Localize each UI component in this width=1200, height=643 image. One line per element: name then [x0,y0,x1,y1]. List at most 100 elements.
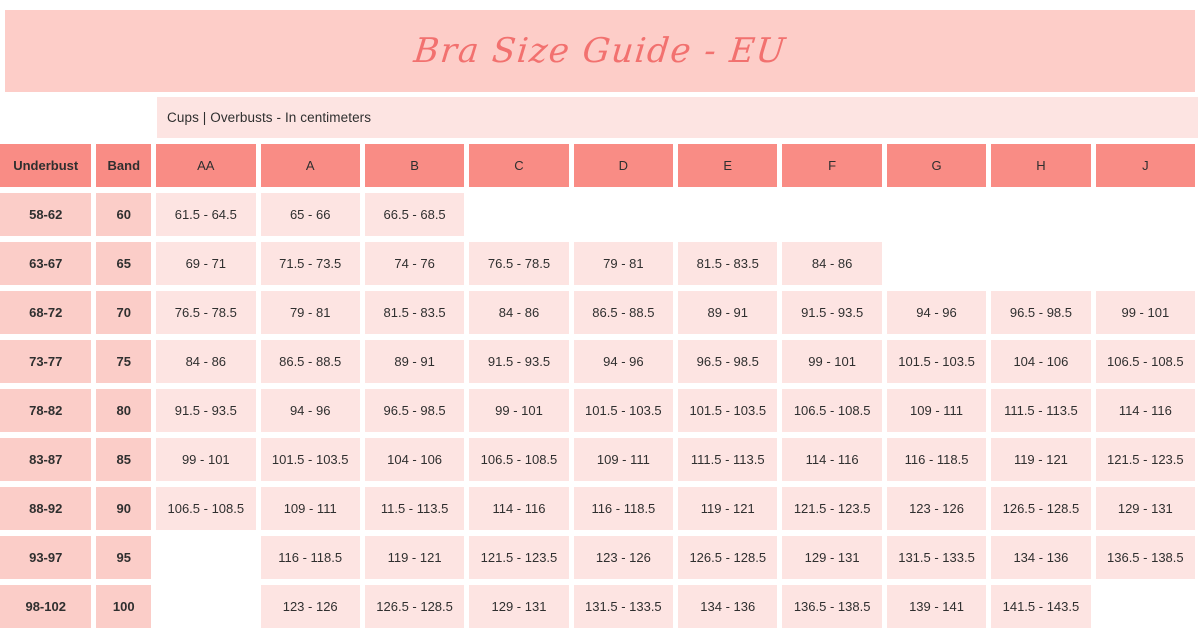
cell-overbust-f: 121.5 - 123.5 [782,487,882,530]
cell-underbust: 68-72 [0,291,92,334]
cell-overbust-g: 131.5 - 133.5 [886,536,987,579]
cell-overbust-a: 123 - 126 [260,585,360,628]
cell-overbust-aa: 61.5 - 64.5 [156,193,256,236]
cell-underbust: 83-87 [0,438,92,481]
cell-overbust-c: 129 - 131 [469,585,569,628]
cell-overbust-f: 114 - 116 [782,438,882,481]
cell-band: 80 [96,389,152,432]
cell-overbust-j: 129 - 131 [1095,487,1196,530]
cell-overbust-aa: 91.5 - 93.5 [156,389,256,432]
table-row: 78-82 80 91.5 - 93.5 94 - 96 96.5 - 98.5 99 -… [0,389,1200,432]
header-cup-f: F [782,144,882,187]
cell-overbust-h: 119 - 121 [991,438,1091,481]
table-row: 93-97 95 116 - 118.5 119 - 121 121.5 - 123.5… [0,536,1200,579]
cell-overbust-a: 71.5 - 73.5 [260,242,360,285]
cell-overbust-b: 66.5 - 68.5 [364,193,465,236]
cell-overbust-f: 106.5 - 108.5 [782,389,882,432]
table-row: 58-62 60 61.5 - 64.5 65 - 66 66.5 - 68.5 [0,193,1200,236]
cell-overbust-e: 96.5 - 98.5 [678,340,778,383]
header-cup-e: E [678,144,778,187]
cell-overbust-c [469,193,568,236]
cell-overbust-f: 136.5 - 138.5 [782,585,882,628]
cell-band: 70 [96,291,152,334]
cell-overbust-g: 101.5 - 103.5 [886,340,987,383]
cell-overbust-a: 116 - 118.5 [260,536,360,579]
subtitle-label: Cups | Overbusts - In centimeters [167,110,372,125]
cell-overbust-j: 114 - 116 [1095,389,1196,432]
cell-overbust-h: 104 - 106 [991,340,1091,383]
cell-overbust-h: 134 - 136 [991,536,1091,579]
cell-overbust-e: 111.5 - 113.5 [678,438,778,481]
cell-overbust-a: 94 - 96 [260,389,360,432]
cell-band: 60 [96,193,152,236]
cell-overbust-d: 109 - 111 [573,438,674,481]
cell-overbust-a: 79 - 81 [260,291,360,334]
cell-overbust-c: 99 - 101 [469,389,569,432]
cell-overbust-d: 123 - 126 [573,536,674,579]
cell-overbust-aa: 106.5 - 108.5 [156,487,256,530]
cell-overbust-f [782,193,881,236]
size-table: Underbust Band AA A B C D E F G H J 58-62 60 61.5 -… [0,144,1200,634]
cell-overbust-j [1096,242,1195,285]
table-row: 63-67 65 69 - 71 71.5 - 73.5 74 - 76 76.5 - 7… [0,242,1200,285]
cell-overbust-c: 91.5 - 93.5 [469,340,569,383]
cell-overbust-g [887,193,986,236]
cell-overbust-c: 76.5 - 78.5 [469,242,569,285]
cell-band: 75 [96,340,152,383]
cell-underbust: 88-92 [0,487,92,530]
cell-overbust-b: 104 - 106 [364,438,465,481]
cell-overbust-h: 96.5 - 98.5 [991,291,1091,334]
cell-overbust-d: 131.5 - 133.5 [573,585,674,628]
cell-overbust-e: 89 - 91 [678,291,778,334]
cell-overbust-c: 106.5 - 108.5 [469,438,569,481]
title-banner: Bra Size Guide - EU [5,10,1195,92]
cell-underbust: 73-77 [0,340,92,383]
cell-overbust-d: 101.5 - 103.5 [573,389,674,432]
cell-overbust-a: 86.5 - 88.5 [260,340,360,383]
cell-overbust-e: 134 - 136 [678,585,778,628]
cell-overbust-g: 109 - 111 [886,389,987,432]
header-band: Band [96,144,152,187]
cell-overbust-h [991,242,1090,285]
cell-overbust-aa: 99 - 101 [156,438,256,481]
cell-overbust-a: 109 - 111 [260,487,360,530]
cell-overbust-c: 114 - 116 [469,487,569,530]
cell-overbust-d [574,193,673,236]
cell-overbust-d: 116 - 118.5 [573,487,674,530]
cell-band: 95 [96,536,152,579]
cell-underbust: 63-67 [0,242,92,285]
header-cup-aa: AA [156,144,256,187]
cell-overbust-f: 99 - 101 [782,340,882,383]
cell-overbust-j: 136.5 - 138.5 [1095,536,1196,579]
cell-overbust-b: 89 - 91 [364,340,465,383]
header-cup-b: B [364,144,465,187]
header-cup-d: D [573,144,674,187]
cell-overbust-g: 94 - 96 [886,291,987,334]
cell-underbust: 78-82 [0,389,92,432]
cell-overbust-f: 84 - 86 [782,242,882,285]
cell-overbust-e: 126.5 - 128.5 [678,536,778,579]
cell-overbust-a: 101.5 - 103.5 [260,438,360,481]
header-cup-h: H [991,144,1091,187]
cell-overbust-aa: 76.5 - 78.5 [156,291,256,334]
cell-underbust: 58-62 [0,193,92,236]
cell-overbust-j [1096,585,1195,628]
cell-overbust-b: 96.5 - 98.5 [364,389,465,432]
header-underbust: Underbust [0,144,92,187]
page-title: Bra Size Guide - EU [411,31,789,71]
cell-band: 65 [96,242,152,285]
cell-overbust-b: 126.5 - 128.5 [364,585,465,628]
cell-overbust-g: 116 - 118.5 [886,438,987,481]
cell-overbust-e: 101.5 - 103.5 [678,389,778,432]
cell-overbust-g: 139 - 141 [886,585,987,628]
cell-overbust-aa: 84 - 86 [156,340,256,383]
table-row: 68-72 70 76.5 - 78.5 79 - 81 81.5 - 83.5 84 -… [0,291,1200,334]
cell-overbust-d: 79 - 81 [573,242,674,285]
cell-overbust-h: 141.5 - 143.5 [991,585,1091,628]
cell-overbust-j: 121.5 - 123.5 [1095,438,1196,481]
cell-underbust: 93-97 [0,536,92,579]
cell-overbust-c: 121.5 - 123.5 [469,536,569,579]
cell-overbust-b: 11.5 - 113.5 [364,487,465,530]
cell-overbust-f: 91.5 - 93.5 [782,291,882,334]
table-row: 73-77 75 84 - 86 86.5 - 88.5 89 - 91 91.5 - 9… [0,340,1200,383]
